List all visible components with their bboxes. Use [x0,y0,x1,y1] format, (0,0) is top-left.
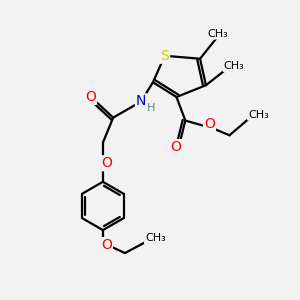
Text: CH₃: CH₃ [207,29,228,39]
Text: CH₃: CH₃ [145,233,166,243]
Text: S: S [160,49,169,63]
Text: O: O [101,156,112,170]
Text: CH₃: CH₃ [224,61,244,71]
Text: H: H [147,103,156,113]
Text: N: N [136,94,146,108]
Text: O: O [85,90,96,104]
Text: CH₃: CH₃ [248,110,269,120]
Text: O: O [204,117,215,131]
Text: O: O [170,140,181,154]
Text: O: O [101,238,112,252]
